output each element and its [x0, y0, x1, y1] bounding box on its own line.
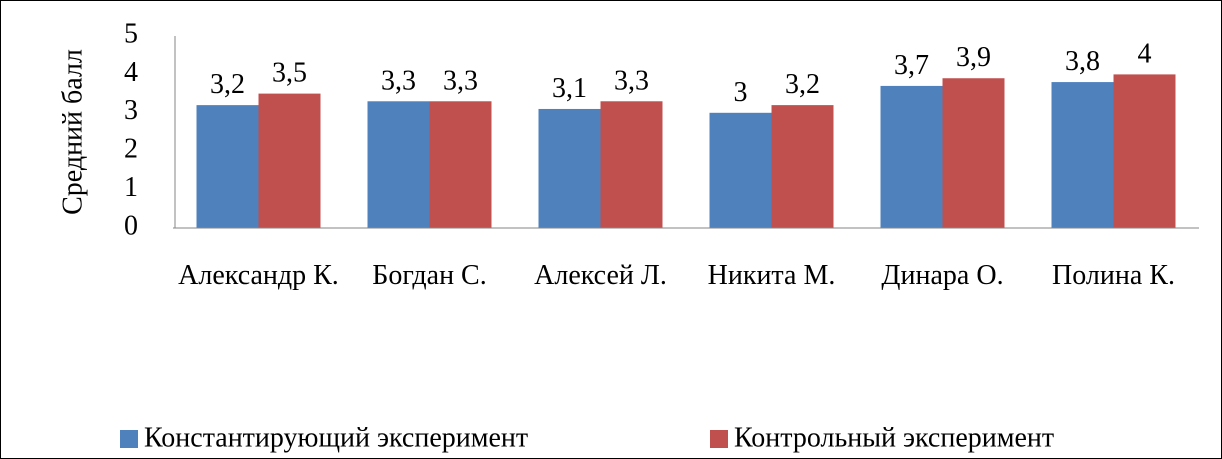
x-tick-label: Богдан С. [372, 260, 487, 291]
data-label: 3,9 [956, 42, 991, 73]
y-tick-label: 4 [124, 57, 138, 88]
bar [367, 101, 430, 228]
bar [538, 108, 601, 228]
legend-swatch [710, 430, 728, 448]
data-label: 4 [1138, 38, 1152, 69]
bar [1113, 74, 1176, 229]
x-tick-label: Никита М. [707, 260, 836, 291]
bar [771, 105, 834, 228]
data-label: 3,1 [552, 73, 587, 104]
y-tick-label: 5 [124, 18, 138, 49]
data-label: 3 [734, 77, 748, 108]
y-axis-title: Средний балл [57, 49, 88, 215]
data-label: 3,5 [272, 58, 307, 89]
data-label: 3,8 [1065, 46, 1100, 77]
legend-label: Константирующий эксперимент [144, 422, 528, 453]
legend-label: Контрольный эксперимент [734, 422, 1054, 453]
x-tick-label: Полина К. [1052, 260, 1175, 291]
legend-swatch [120, 430, 138, 448]
bar [880, 85, 943, 228]
y-tick-label: 2 [124, 134, 138, 165]
data-label: 3,2 [210, 69, 245, 100]
x-tick-label: Александр К. [178, 260, 339, 291]
data-label: 3,3 [443, 65, 478, 96]
data-label: 3,3 [614, 65, 649, 96]
bar [600, 101, 663, 228]
bar [709, 112, 772, 228]
x-tick-label: Динара О. [881, 260, 1004, 291]
x-tick-label: Алексей Л. [534, 260, 667, 291]
bar [196, 105, 259, 228]
bar [1051, 82, 1114, 228]
bar [942, 78, 1005, 229]
y-tick-label: 0 [124, 210, 138, 241]
bar [258, 93, 321, 228]
data-label: 3,2 [785, 69, 820, 100]
data-label: 3,7 [894, 50, 929, 81]
bar [429, 101, 492, 228]
data-label: 3,3 [381, 65, 416, 96]
y-tick-label: 3 [124, 95, 138, 126]
y-tick-label: 1 [124, 172, 138, 203]
